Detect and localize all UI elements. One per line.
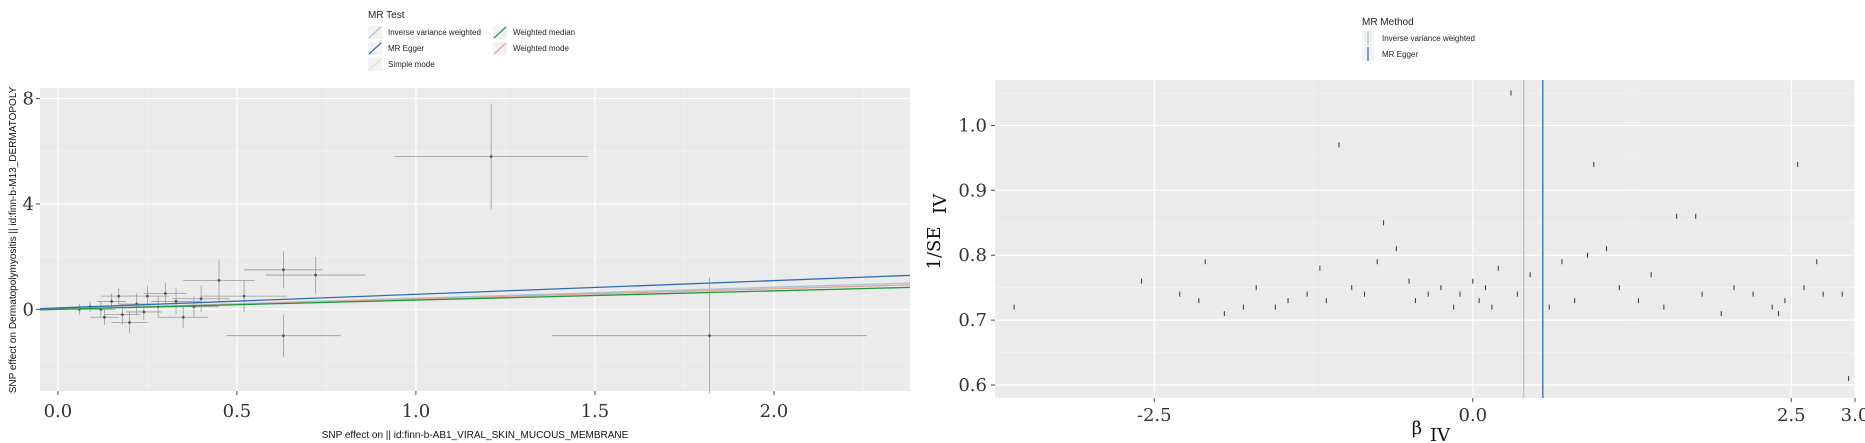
left-data-point: [110, 300, 114, 303]
right-x-tick-label: 0.0: [1458, 405, 1487, 426]
right-y-tick-label: 1.0: [958, 115, 987, 136]
left-legend-item: MR Egger: [368, 42, 424, 55]
right-y-tick-label: 0.8: [958, 245, 987, 266]
legend-key-line: [493, 26, 507, 39]
left-data-point: [128, 321, 131, 324]
right-plot-background: [995, 80, 1855, 398]
left-legend-title: MR Test: [368, 10, 405, 21]
right-y-tick-label: 0.6: [958, 375, 987, 396]
legend-key-line: [493, 42, 507, 55]
legend-label: MR Egger: [1382, 50, 1418, 59]
right-legend-title: MR Method: [1362, 17, 1414, 28]
left-data-point: [242, 294, 246, 298]
left-data-point: [708, 334, 711, 338]
left-data-point: [489, 155, 493, 158]
left-data-point: [117, 294, 121, 298]
left-data-point: [217, 278, 221, 282]
left-legend-item: Simple mode: [368, 58, 435, 71]
left-plot: 0.0 0.5 1.0 1.5 2.0 0 4 8 SNP effect on || id:…: [8, 86, 911, 441]
right-legend-item: Inverse variance weighted: [1362, 31, 1475, 45]
left-x-tick-label: 2.0: [760, 401, 789, 422]
left-x-axis-label: SNP effect on || id:finn-b-AB1_VIRAL_SKI…: [322, 430, 629, 441]
left-data-point: [314, 273, 318, 277]
left-x-tick-label: 1.0: [402, 401, 431, 422]
legend-key-line: [368, 26, 382, 39]
left-data-point: [199, 297, 203, 301]
right-y-axis-label-sub: IV: [930, 193, 951, 214]
right-y-axis-label: 1/SE IV: [924, 193, 951, 270]
right-x-axis-label: β IV: [1412, 418, 1451, 443]
left-regression-line: [39, 286, 911, 311]
right-legend: MR Method Inverse variance weighted MR Eg…: [1362, 17, 1475, 61]
right-y-tick-label: 0.9: [958, 180, 987, 201]
left-y-tick-label: 0: [23, 299, 34, 320]
left-data-point: [282, 334, 285, 338]
right-y-axis-label-main: 1/SE: [924, 227, 945, 270]
left-x-tick-label: 1.5: [581, 401, 610, 422]
right-x-tick-label: -2.5: [1137, 405, 1172, 426]
left-regression-line: [39, 274, 911, 310]
left-plot-background: [40, 88, 910, 391]
left-legend-item: Weighted mode: [493, 42, 569, 55]
right-x-tick-label: 3.0: [1841, 405, 1865, 426]
left-legend: MR Test Inverse variance weighted MR Egge…: [368, 10, 575, 71]
legend-label: Simple mode: [388, 60, 435, 69]
legend-key-line: [368, 58, 382, 71]
legend-key-line: [368, 42, 382, 55]
left-y-tick-label: 8: [23, 89, 34, 110]
legend-label: Inverse variance weighted: [1382, 34, 1475, 43]
right-legend-item: MR Egger: [1362, 47, 1418, 61]
right-y-tick-label: 0.7: [958, 310, 987, 331]
right-x-axis-label-sub: IV: [1430, 425, 1451, 443]
left-data-point: [146, 294, 149, 298]
left-data-point: [120, 313, 124, 316]
left-x-tick-label: 0.5: [223, 401, 252, 422]
left-y-axis-label: SNP effect on Dermatopolymyositis || id:…: [8, 86, 19, 393]
right-x-axis-label-main: β: [1412, 418, 1422, 439]
legend-label: MR Egger: [388, 44, 424, 53]
left-legend-item: Inverse variance weighted: [368, 26, 481, 39]
legend-label: Inverse variance weighted: [388, 28, 481, 37]
left-legend-item: Weighted median: [493, 26, 575, 39]
left-data-point: [142, 310, 146, 314]
left-data-point: [174, 300, 178, 303]
left-y-tick-label: 4: [23, 194, 34, 215]
legend-label: Weighted mode: [513, 44, 569, 53]
left-data-point: [163, 292, 167, 295]
right-plot: -2.5 0.0 2.5 3.0 0.6 0.7 0.8 0.9 1.0 β IV 1/SE …: [924, 80, 1865, 443]
left-x-tick-label: 0.0: [44, 401, 73, 422]
left-data-point: [282, 268, 285, 272]
legend-label: Weighted median: [513, 28, 575, 37]
right-x-tick-label: 2.5: [1777, 405, 1806, 426]
left-data-point: [181, 315, 185, 319]
left-data-point: [103, 315, 106, 319]
